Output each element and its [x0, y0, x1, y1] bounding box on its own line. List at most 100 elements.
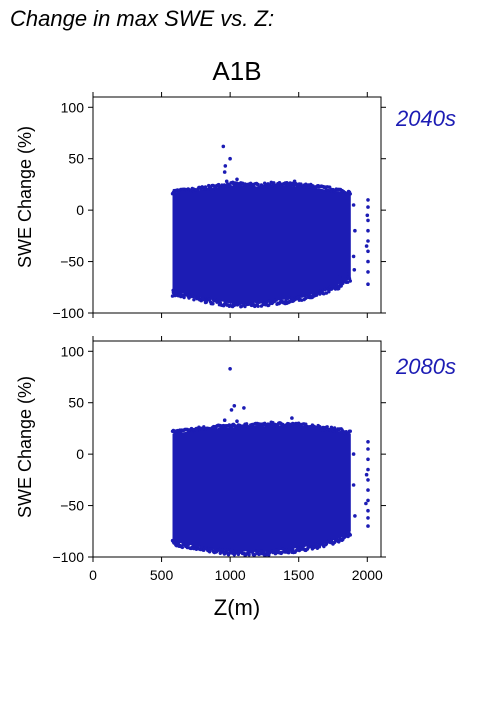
- edge-point: [300, 425, 305, 430]
- data-point: [235, 177, 239, 182]
- edge-point: [314, 542, 318, 546]
- point-cloud-body: [172, 185, 351, 303]
- edge-point: [182, 295, 186, 300]
- data-point: [351, 452, 356, 456]
- x-tick-label: 1500: [283, 567, 314, 583]
- data-point: [364, 472, 369, 477]
- data-point: [366, 467, 370, 472]
- data-point: [366, 218, 370, 223]
- data-point: [366, 205, 370, 209]
- data-point: [351, 203, 356, 207]
- edge-point: [211, 302, 215, 306]
- edge-point: [332, 284, 336, 288]
- chart-title: A1B: [212, 56, 261, 86]
- edge-point: [264, 553, 268, 557]
- data-point: [200, 296, 205, 301]
- y-tick-label: 100: [61, 343, 85, 359]
- data-point: [366, 282, 370, 287]
- y-tick-label: −50: [60, 498, 84, 514]
- data-point: [228, 367, 232, 371]
- edge-point: [180, 545, 185, 550]
- edge-point: [262, 549, 266, 553]
- page-title: Change in max SWE vs. Z:: [10, 6, 275, 31]
- data-point: [229, 408, 234, 412]
- edge-point: [192, 298, 196, 302]
- data-point: [269, 180, 274, 185]
- edge-point: [348, 279, 352, 283]
- y-tick-label: −50: [60, 254, 84, 270]
- edge-point: [228, 184, 232, 188]
- edge-point: [256, 304, 260, 308]
- edge-point: [256, 182, 260, 187]
- data-point: [269, 420, 274, 425]
- data-point: [364, 501, 368, 506]
- x-tick-label: 500: [150, 567, 174, 583]
- x-axis-label: Z(m): [214, 595, 260, 620]
- edge-point: [325, 425, 329, 429]
- data-point: [242, 406, 246, 410]
- edge-point: [291, 548, 295, 552]
- y-axis-label: SWE Change (%): [15, 376, 35, 518]
- edge-point: [286, 296, 290, 301]
- data-point: [222, 170, 227, 174]
- data-point: [366, 198, 370, 202]
- data-point: [366, 488, 370, 492]
- edge-point: [288, 300, 292, 304]
- x-tick-label: 2000: [352, 567, 383, 583]
- panel-2080s: 2080s SWE Change (%) Z(m) 100 500 −50 −100 0…: [15, 336, 456, 620]
- data-point: [221, 144, 226, 149]
- edge-point: [301, 544, 306, 548]
- data-point: [222, 418, 227, 423]
- scatter-cloud: [170, 180, 352, 309]
- edge-point: [212, 184, 216, 188]
- data-point: [262, 301, 267, 306]
- data-point: [296, 421, 301, 426]
- data-point: [224, 179, 229, 184]
- data-point: [366, 239, 370, 243]
- edge-point: [207, 550, 212, 554]
- data-point: [351, 483, 356, 487]
- edge-point: [275, 550, 279, 555]
- y-tick-label: 0: [76, 202, 84, 218]
- plot-frame: [92, 96, 382, 314]
- edge-point: [252, 185, 256, 189]
- data-point: [214, 548, 219, 552]
- data-point: [353, 514, 357, 518]
- data-point: [228, 156, 232, 161]
- data-point: [232, 404, 237, 408]
- data-point: [366, 447, 370, 451]
- data-point: [364, 244, 369, 248]
- data-point: [172, 540, 176, 545]
- data-point: [255, 551, 260, 555]
- data-point: [317, 544, 322, 549]
- data-point: [365, 213, 370, 218]
- data-point: [248, 181, 253, 186]
- edge-point: [277, 547, 281, 552]
- y-tick-label: 0: [76, 446, 84, 462]
- data-point: [242, 303, 246, 307]
- data-point: [366, 498, 370, 503]
- point-cloud-body: [172, 425, 351, 552]
- y-tick-label: −100: [52, 549, 84, 565]
- data-point: [344, 272, 349, 276]
- edge-point: [229, 300, 233, 304]
- y-tick-label: 50: [68, 395, 84, 411]
- data-point: [366, 524, 370, 528]
- data-point: [366, 259, 370, 264]
- panel-2040s: A1B 2040s SWE Change (%) 100 50 0 −50 −100: [15, 56, 456, 321]
- data-point: [338, 275, 342, 279]
- data-point: [366, 270, 370, 274]
- data-point: [366, 516, 370, 520]
- edge-point: [247, 553, 251, 557]
- data-point: [292, 179, 297, 184]
- edge-point: [346, 432, 351, 436]
- edge-point: [203, 185, 208, 189]
- x-tick-label: 1000: [215, 567, 246, 583]
- period-label-2080s: 2080s: [395, 354, 456, 379]
- period-label-2040s: 2040s: [395, 106, 456, 131]
- data-point: [283, 550, 287, 554]
- edge-point: [269, 424, 273, 428]
- edge-point: [187, 542, 191, 546]
- data-point: [231, 180, 235, 185]
